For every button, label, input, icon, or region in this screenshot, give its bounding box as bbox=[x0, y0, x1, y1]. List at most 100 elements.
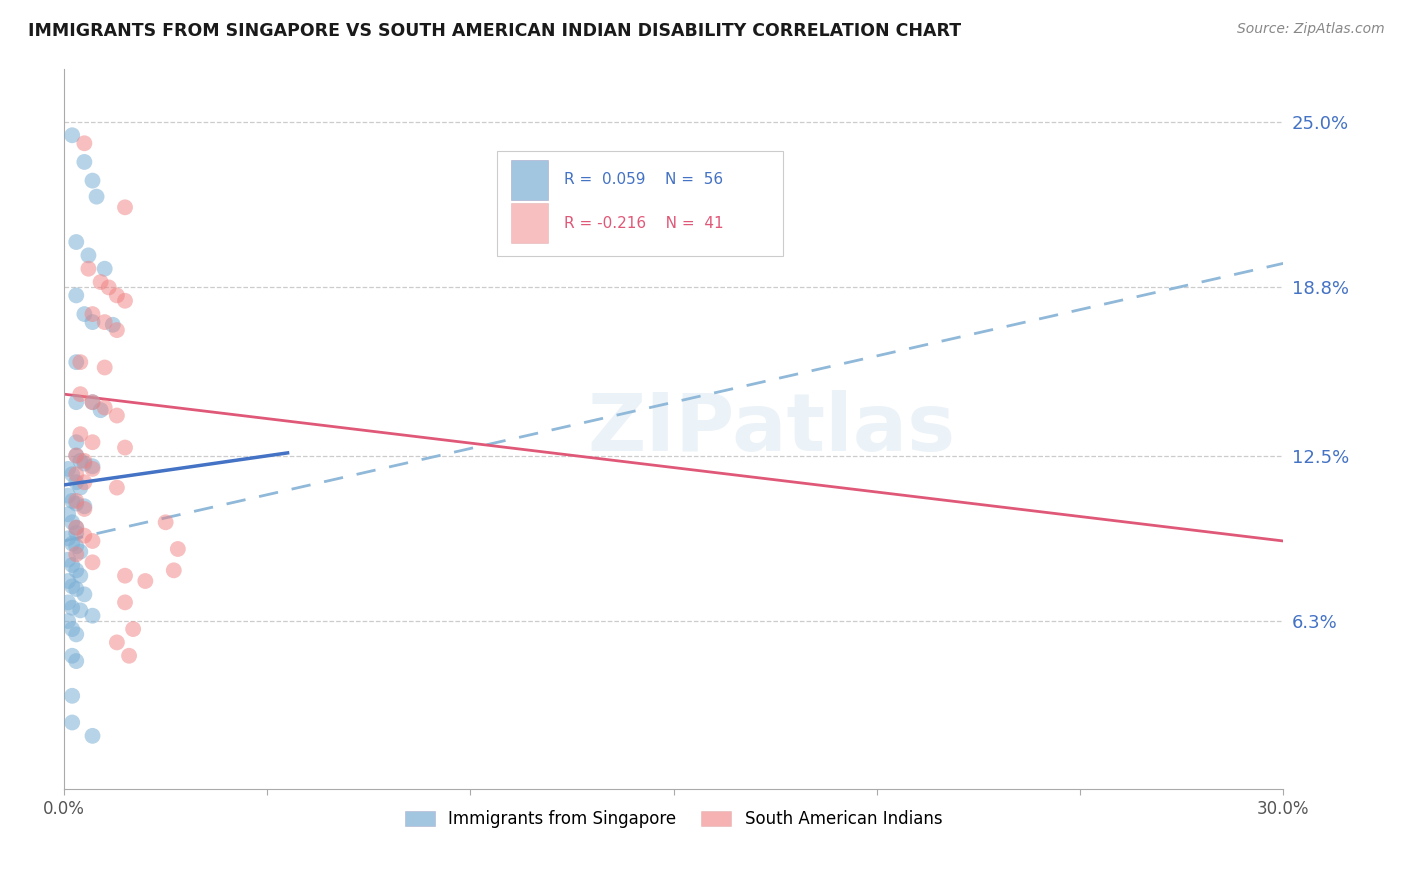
Point bbox=[65, 449, 87, 463]
Point bbox=[60, 558, 83, 572]
FancyBboxPatch shape bbox=[512, 203, 548, 243]
Point bbox=[90, 403, 112, 417]
Point bbox=[65, 235, 87, 249]
Point bbox=[82, 729, 104, 743]
Point bbox=[65, 475, 87, 490]
Point bbox=[77, 261, 100, 276]
Text: R = -0.216    N =  41: R = -0.216 N = 41 bbox=[564, 216, 724, 231]
Point bbox=[105, 635, 128, 649]
Point bbox=[56, 595, 79, 609]
Point bbox=[69, 427, 91, 442]
Legend: Immigrants from Singapore, South American Indians: Immigrants from Singapore, South America… bbox=[398, 804, 949, 835]
Point bbox=[56, 531, 79, 545]
Point bbox=[105, 409, 128, 423]
Point bbox=[86, 189, 108, 203]
Point bbox=[82, 435, 104, 450]
Point bbox=[82, 395, 104, 409]
Point bbox=[60, 648, 83, 663]
Point bbox=[60, 516, 83, 530]
Point bbox=[93, 315, 115, 329]
Point bbox=[93, 360, 115, 375]
FancyBboxPatch shape bbox=[512, 160, 548, 200]
Point bbox=[60, 536, 83, 550]
Point bbox=[65, 521, 87, 535]
Point bbox=[73, 587, 96, 601]
Point bbox=[65, 539, 87, 553]
Point bbox=[77, 248, 100, 262]
Point bbox=[65, 449, 87, 463]
Point bbox=[73, 528, 96, 542]
Text: R =  0.059    N =  56: R = 0.059 N = 56 bbox=[564, 172, 723, 187]
Point bbox=[122, 622, 145, 636]
Point bbox=[82, 315, 104, 329]
Point bbox=[82, 173, 104, 187]
Point bbox=[69, 481, 91, 495]
Point bbox=[105, 481, 128, 495]
Point bbox=[65, 547, 87, 561]
FancyBboxPatch shape bbox=[496, 152, 783, 256]
Point bbox=[65, 582, 87, 596]
Point bbox=[60, 579, 83, 593]
Point bbox=[114, 568, 136, 582]
Point bbox=[155, 516, 177, 530]
Point bbox=[56, 552, 79, 566]
Point bbox=[73, 136, 96, 151]
Point bbox=[82, 395, 104, 409]
Point bbox=[82, 533, 104, 548]
Point bbox=[82, 462, 104, 476]
Point bbox=[65, 563, 87, 577]
Text: Source: ZipAtlas.com: Source: ZipAtlas.com bbox=[1237, 22, 1385, 37]
Point bbox=[69, 387, 91, 401]
Point bbox=[65, 627, 87, 641]
Point bbox=[82, 555, 104, 569]
Point bbox=[114, 200, 136, 214]
Point bbox=[65, 395, 87, 409]
Point bbox=[56, 489, 79, 503]
Point bbox=[166, 541, 188, 556]
Text: IMMIGRANTS FROM SINGAPORE VS SOUTH AMERICAN INDIAN DISABILITY CORRELATION CHART: IMMIGRANTS FROM SINGAPORE VS SOUTH AMERI… bbox=[28, 22, 962, 40]
Point bbox=[82, 608, 104, 623]
Point bbox=[118, 648, 141, 663]
Point bbox=[101, 318, 124, 332]
Point bbox=[73, 502, 96, 516]
Point bbox=[114, 595, 136, 609]
Point bbox=[73, 457, 96, 471]
Point bbox=[60, 622, 83, 636]
Point bbox=[60, 600, 83, 615]
Point bbox=[73, 307, 96, 321]
Point bbox=[65, 526, 87, 541]
Point bbox=[82, 307, 104, 321]
Point bbox=[65, 497, 87, 511]
Point bbox=[60, 128, 83, 143]
Point bbox=[105, 288, 128, 302]
Point bbox=[114, 441, 136, 455]
Point bbox=[56, 508, 79, 522]
Point bbox=[56, 574, 79, 588]
Point bbox=[73, 454, 96, 468]
Point bbox=[60, 715, 83, 730]
Point bbox=[69, 454, 91, 468]
Point bbox=[73, 475, 96, 490]
Point bbox=[97, 280, 120, 294]
Point bbox=[114, 293, 136, 308]
Point bbox=[134, 574, 156, 588]
Point bbox=[65, 521, 87, 535]
Point bbox=[65, 494, 87, 508]
Point bbox=[69, 568, 91, 582]
Point bbox=[90, 275, 112, 289]
Point bbox=[93, 401, 115, 415]
Point bbox=[60, 689, 83, 703]
Point bbox=[65, 467, 87, 482]
Point bbox=[69, 355, 91, 369]
Point bbox=[73, 155, 96, 169]
Point bbox=[163, 563, 186, 577]
Point bbox=[93, 261, 115, 276]
Point bbox=[65, 435, 87, 450]
Point bbox=[56, 614, 79, 628]
Text: ZIPatlas: ZIPatlas bbox=[588, 390, 955, 468]
Point bbox=[65, 654, 87, 668]
Point bbox=[69, 544, 91, 558]
Point bbox=[65, 288, 87, 302]
Point bbox=[60, 494, 83, 508]
Point bbox=[69, 603, 91, 617]
